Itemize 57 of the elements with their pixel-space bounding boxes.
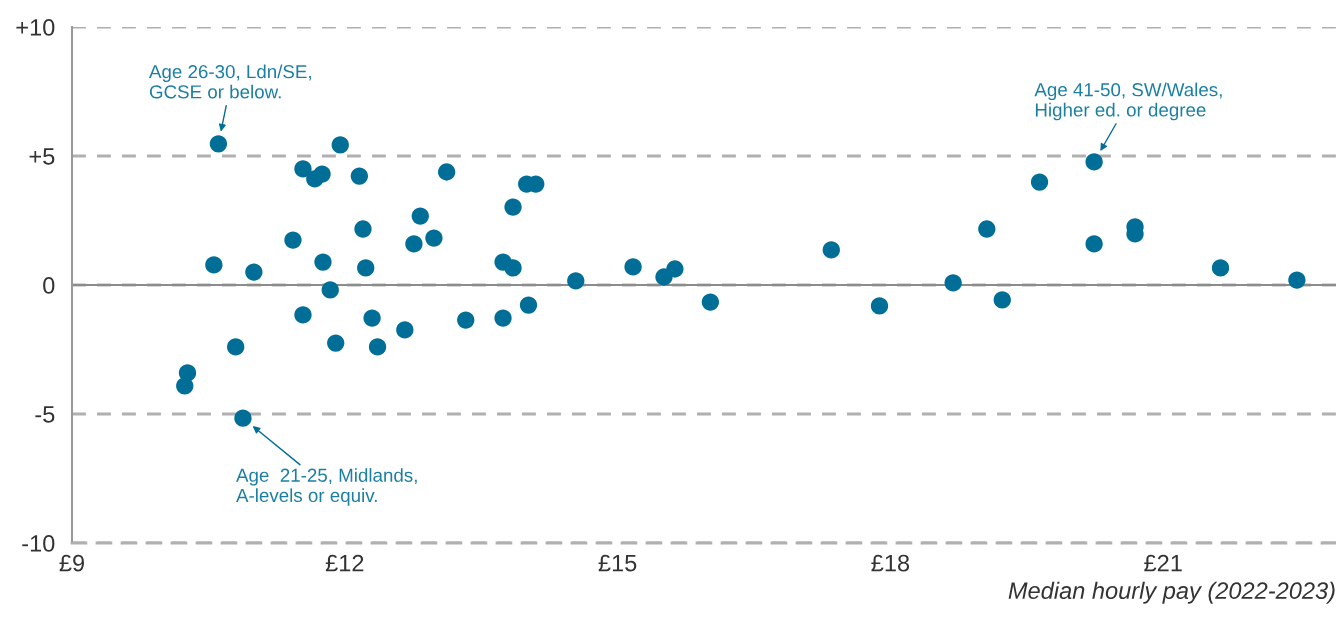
point bbox=[245, 263, 263, 281]
point bbox=[425, 229, 443, 247]
x-tick-label: £18 bbox=[871, 554, 910, 572]
point bbox=[494, 309, 512, 327]
y-tick-label: +10 bbox=[16, 19, 55, 36]
point bbox=[567, 272, 585, 290]
point bbox=[227, 338, 245, 356]
x-tick-label: £21 bbox=[1144, 554, 1182, 572]
point bbox=[354, 220, 372, 238]
point bbox=[350, 167, 368, 185]
point bbox=[944, 274, 962, 292]
y-tick-label: -5 bbox=[35, 406, 55, 423]
annotation: Age 26-30, Ldn/SE, GCSE or below. bbox=[149, 64, 311, 99]
x-tick-label: £12 bbox=[325, 554, 364, 572]
point bbox=[327, 334, 345, 352]
point bbox=[368, 338, 387, 356]
x-axis-title: Median hourly pay (2022-2023) bbox=[1008, 581, 1335, 604]
point bbox=[314, 253, 332, 271]
x-tick-label: £15 bbox=[598, 554, 637, 572]
point bbox=[457, 311, 475, 329]
point bbox=[313, 165, 331, 183]
point bbox=[1085, 235, 1103, 253]
point bbox=[1030, 173, 1049, 191]
x-tick-label: £9 bbox=[59, 554, 85, 572]
point bbox=[284, 231, 302, 249]
point bbox=[504, 259, 522, 277]
point bbox=[624, 258, 642, 276]
point bbox=[1211, 259, 1230, 277]
point bbox=[396, 321, 414, 339]
point bbox=[1288, 271, 1306, 289]
point bbox=[870, 297, 889, 315]
annotation: Age 21-25, Midlands, A-levels or equiv. bbox=[236, 468, 417, 506]
point bbox=[519, 296, 538, 314]
point bbox=[331, 136, 349, 154]
y-tick-label: +5 bbox=[29, 148, 55, 165]
point bbox=[411, 207, 429, 225]
point bbox=[504, 198, 522, 216]
point bbox=[701, 293, 720, 311]
point bbox=[978, 220, 996, 238]
point bbox=[321, 281, 339, 299]
point bbox=[357, 259, 375, 277]
point bbox=[294, 306, 312, 324]
point bbox=[438, 163, 456, 181]
y-tick-label: -10 bbox=[22, 535, 55, 552]
point bbox=[209, 135, 228, 153]
y-tick-label: 0 bbox=[43, 277, 55, 294]
point bbox=[1085, 153, 1103, 171]
point bbox=[363, 309, 381, 327]
point bbox=[822, 241, 840, 259]
point bbox=[405, 235, 423, 253]
point bbox=[234, 409, 252, 427]
point bbox=[993, 291, 1011, 309]
point bbox=[666, 260, 684, 278]
annotation: Age 41-50, SW/Wales, Higher ed. or degree bbox=[1034, 82, 1222, 121]
point bbox=[205, 256, 223, 274]
point bbox=[294, 160, 312, 178]
point bbox=[176, 377, 194, 395]
